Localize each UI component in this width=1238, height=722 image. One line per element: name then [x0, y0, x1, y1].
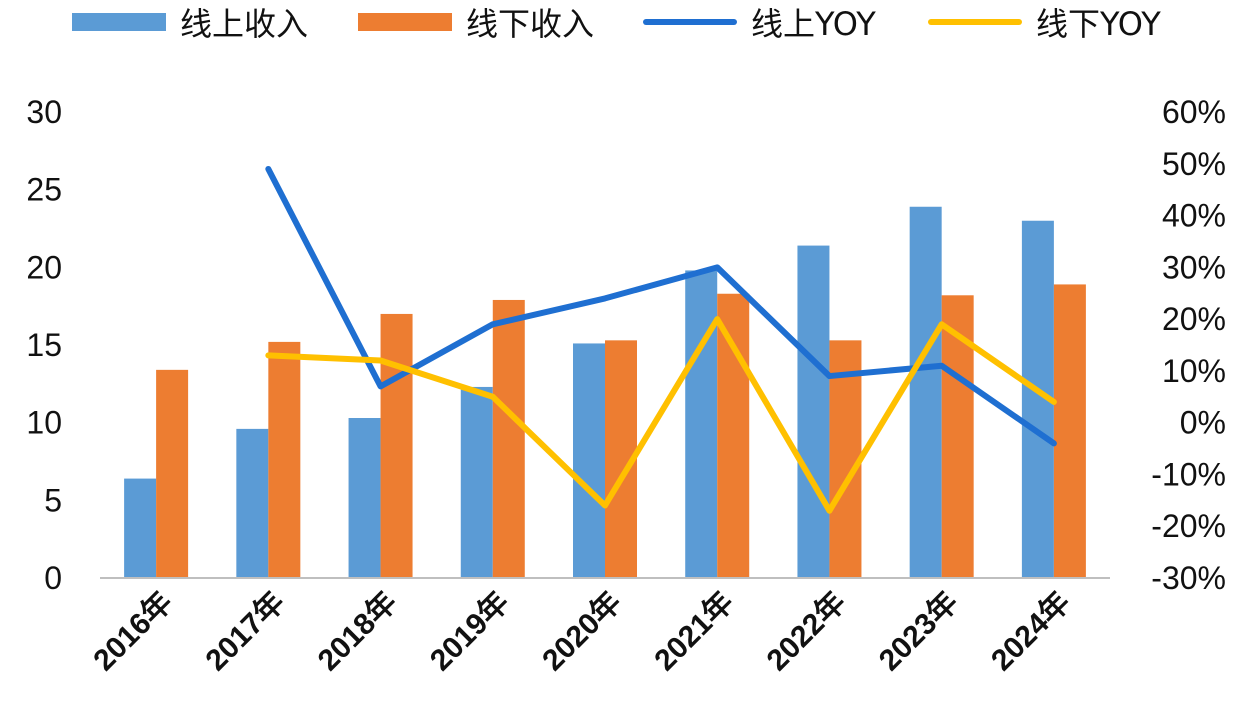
bar-online-revenue	[460, 386, 493, 578]
legend-swatch-online-yoy	[643, 19, 737, 25]
line-offline-yoy	[265, 316, 1057, 514]
legend-item-offline-yoy: 线下YOY	[928, 2, 1161, 43]
legend-item-offline-revenue: 线下收入	[358, 2, 595, 43]
legend-swatch-online-revenue	[72, 13, 166, 31]
y-right-tick-label: 60%	[1162, 94, 1226, 130]
legend-label-online-revenue: 线上收入	[180, 5, 309, 43]
x-tick-label: 2022年	[761, 586, 853, 678]
legend-swatch-offline-revenue	[358, 13, 452, 31]
bar-offline-revenue	[829, 340, 862, 578]
y-left-tick-label: 25	[26, 172, 62, 208]
y-right-tick-label: 50%	[1162, 146, 1226, 182]
bar-offline-revenue	[492, 299, 525, 578]
legend-label-offline-revenue: 线下收入	[466, 5, 595, 43]
x-tick-label: 2017年	[200, 586, 292, 678]
y-right-tick-label: -30%	[1151, 560, 1226, 596]
y-right-tick-label: -10%	[1151, 456, 1226, 492]
x-tick-label: 2024年	[985, 586, 1077, 678]
y-right-tick-label: 0%	[1180, 405, 1226, 441]
legend-label-offline-yoy: 线下YOY	[1036, 5, 1161, 43]
y-right-tick-label: 40%	[1162, 198, 1226, 234]
y-left-tick-label: 5	[44, 482, 62, 518]
y-left-tick-label: 15	[26, 327, 62, 363]
bar-series-group	[124, 206, 1086, 578]
bar-offline-revenue	[380, 313, 413, 578]
x-tick-label: 2019年	[424, 586, 516, 678]
x-tick-label: 2018年	[312, 586, 404, 678]
y-right-tick-label: 10%	[1162, 353, 1226, 389]
legend-swatch-offline-yoy	[928, 19, 1022, 25]
bar-offline-revenue	[717, 293, 750, 578]
x-tick-label: 2021年	[648, 586, 740, 678]
y-right-tick-label: -20%	[1151, 508, 1226, 544]
y-right-tick-label: 30%	[1162, 249, 1226, 285]
bar-offline-revenue	[1053, 284, 1086, 578]
bar-online-revenue	[124, 478, 157, 578]
legend-item-online-revenue: 线上收入	[72, 2, 309, 43]
line-series-group	[265, 165, 1057, 514]
y-right-tick-label: 20%	[1162, 301, 1226, 337]
x-tick-label: 2016年	[87, 586, 179, 678]
y-left-tick-label: 10	[26, 405, 62, 441]
bar-offline-revenue	[268, 341, 301, 578]
legend-label-online-yoy: 线上YOY	[751, 5, 876, 43]
bar-online-revenue	[573, 343, 605, 578]
y-left-tick-label: 0	[44, 560, 62, 596]
y-left-tick-label: 30	[26, 94, 62, 130]
bar-online-revenue	[685, 270, 718, 578]
line-online-yoy	[265, 165, 1057, 447]
bar-online-revenue	[348, 418, 381, 578]
chart-legend: 线上收入 线下收入 线上YOY 线下YOY	[0, 0, 1238, 50]
bar-online-revenue	[797, 245, 830, 578]
bar-online-revenue	[909, 206, 942, 578]
legend-item-online-yoy: 线上YOY	[643, 2, 876, 43]
y-axis-left: 0 5 10 15 20 25 30	[26, 94, 62, 596]
y-axis-right: -30% -20% -10% 0% 10% 20% 30% 40% 50% 60%	[1151, 94, 1226, 596]
x-tick-label: 2023年	[873, 586, 965, 678]
bar-online-revenue	[236, 428, 269, 578]
y-left-tick-label: 20	[26, 249, 62, 285]
x-axis-ticks: 2016年 2017年 2018年 2019年 2020年 2021年 2022年 2023年…	[87, 586, 1077, 678]
x-tick-label: 2020年	[536, 586, 628, 678]
bar-offline-revenue	[156, 369, 189, 578]
